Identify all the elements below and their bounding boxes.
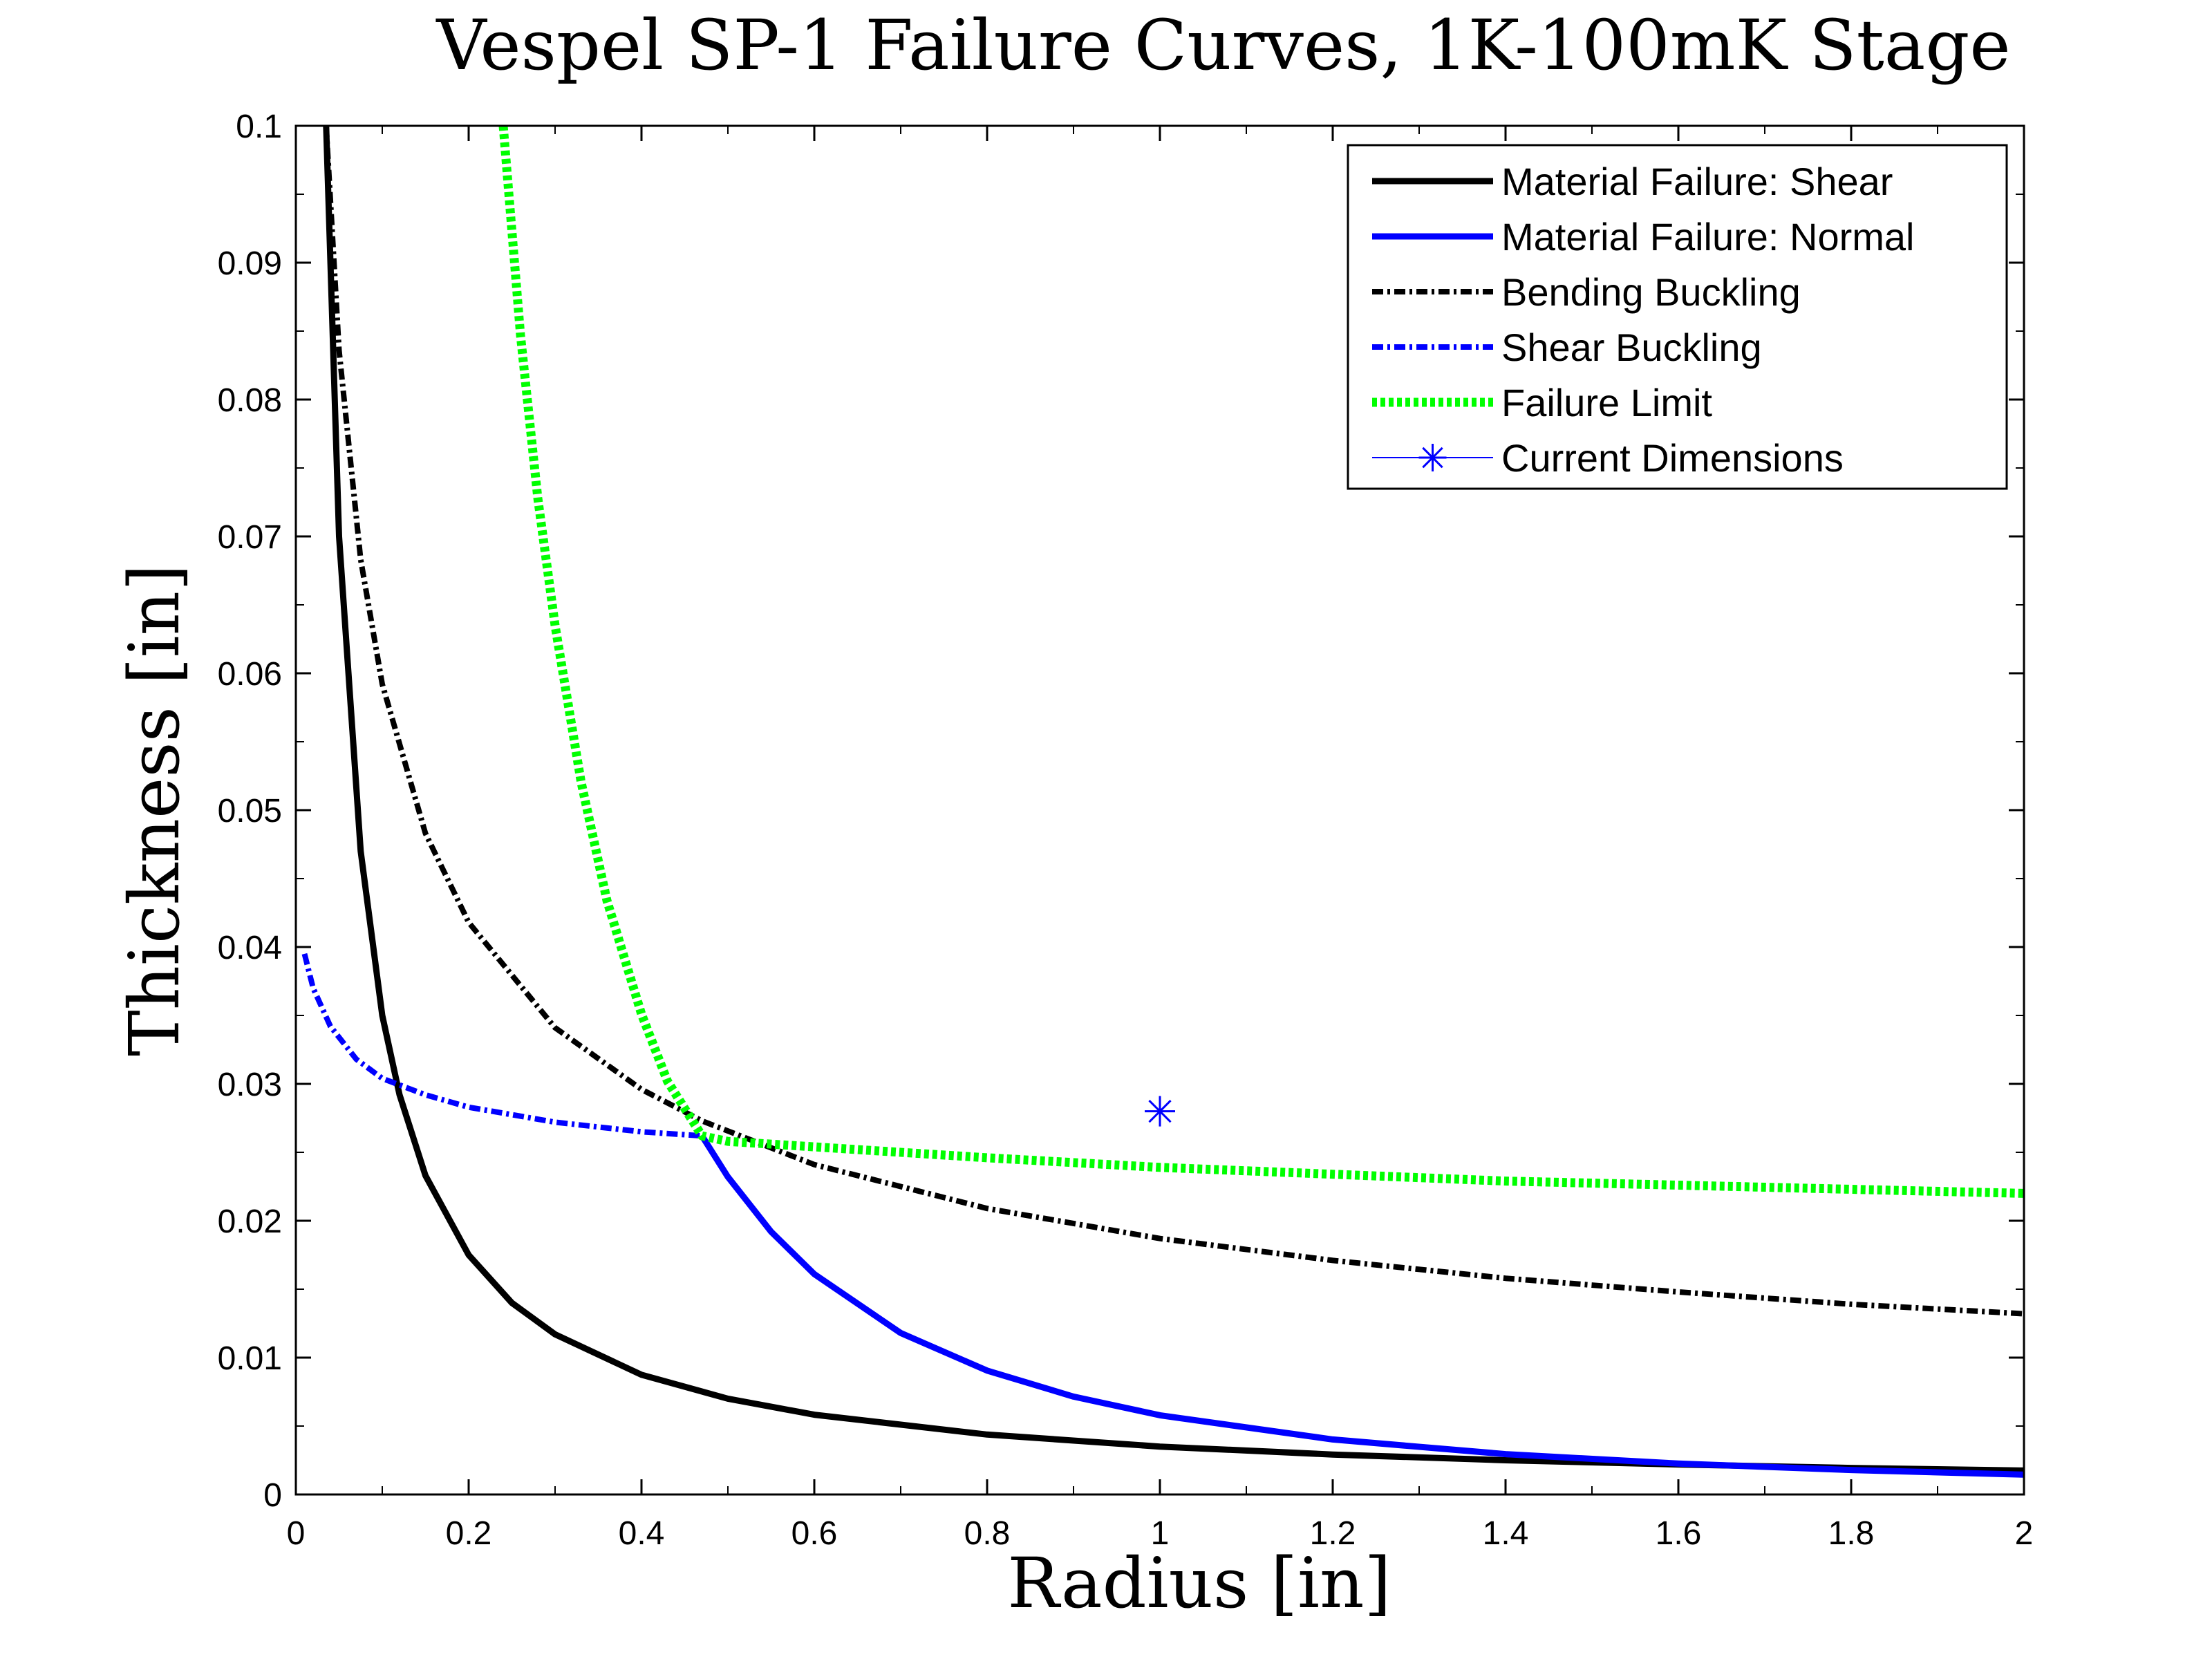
x-tick-label: 0.6 [791, 1515, 838, 1552]
y-tick-label: 0.07 [218, 519, 282, 556]
legend-marker [1418, 444, 1447, 471]
y-tick-label: 0.09 [218, 245, 282, 282]
x-tick-label: 0.2 [446, 1515, 492, 1552]
y-tick-label: 0 [263, 1477, 282, 1514]
legend-item-bending-buckling: Bending Buckling [1372, 270, 1801, 314]
x-axis: 0 0.2 0.4 0.6 0.8 1 1.2 1.4 1.6 1.8 2 [287, 126, 2034, 1552]
y-tick-label: 0.08 [218, 382, 282, 419]
x-tick-label: 0 [287, 1515, 306, 1552]
series-line-material-failure-shear [323, 126, 2024, 1474]
legend: Material Failure: Shear Material Failure:… [1347, 144, 2008, 490]
marker-layer [1145, 1096, 1175, 1127]
y-tick-label: 0.1 [236, 109, 282, 145]
y-tick-label: 0.03 [218, 1067, 282, 1103]
y-axis: 0 0.01 0.02 0.03 0.04 0.05 0.06 0.07 0.08 0.09 0.1 [218, 109, 2024, 1514]
x-tick-label: 1.2 [1310, 1515, 1356, 1552]
legend-label: Current Dimensions [1501, 436, 1844, 480]
legend-label: Bending Buckling [1501, 270, 1801, 314]
legend-item-shear-buckling: Shear Buckling [1372, 326, 1762, 369]
x-tick-label: 1.4 [1483, 1515, 1529, 1552]
asterisk-stroke [1148, 1099, 1172, 1123]
y-tick-label: 0.06 [218, 656, 282, 693]
legend-item-current-dimensions: Current Dimensions [1372, 436, 1844, 480]
data-point-current-dimensions [1145, 1096, 1175, 1127]
x-axis-label: Radius [in] [1007, 1543, 1391, 1624]
x-tick-label: 2 [2015, 1515, 2034, 1552]
y-tick-label: 0.04 [218, 930, 282, 966]
x-tick-label: 1 [1151, 1515, 1170, 1552]
legend-label: Material Failure: Normal [1501, 215, 1915, 259]
legend-box [1347, 144, 2008, 490]
x-tick-label: 1.6 [1656, 1515, 1702, 1552]
x-tick-label: 1.8 [1828, 1515, 1875, 1552]
legend-label: Failure Limit [1501, 381, 1712, 424]
y-axis-label: Thickness [in] [114, 564, 195, 1056]
chart-title: Vespel SP-1 Failure Curves, 1K-100mK Sta… [435, 5, 2010, 86]
y-tick-label: 0.02 [218, 1203, 282, 1240]
x-tick-label: 0.4 [619, 1515, 665, 1552]
series-line-bending-buckling [323, 126, 2024, 1317]
x-tick-label: 0.8 [964, 1515, 1011, 1552]
series-line-material-failure-normal [699, 1134, 2024, 1478]
legend-label: Material Failure: Shear [1501, 160, 1893, 203]
legend-item-material-failure-normal: Material Failure: Normal [1372, 215, 1915, 259]
series-layer [301, 126, 2024, 1478]
y-tick-label: 0.05 [218, 793, 282, 830]
asterisk-stroke [1422, 447, 1443, 469]
legend-item-failure-limit: Failure Limit [1372, 381, 1712, 424]
legend-item-material-failure-shear: Material Failure: Shear [1372, 160, 1893, 203]
y-tick-label: 0.01 [218, 1340, 282, 1377]
legend-label: Shear Buckling [1501, 326, 1762, 369]
